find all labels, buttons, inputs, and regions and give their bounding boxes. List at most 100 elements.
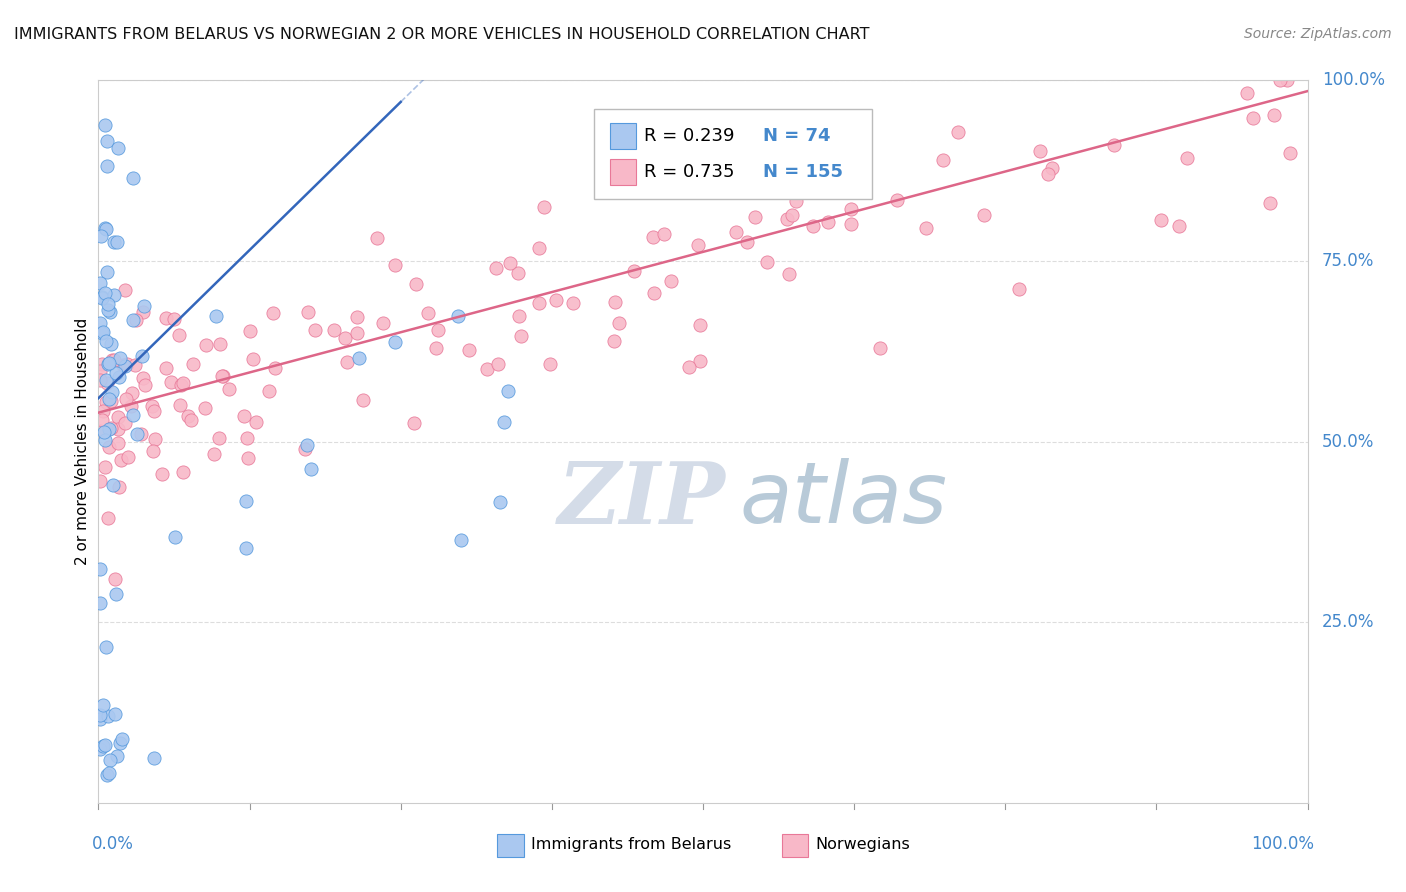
Point (842, 169, 865, 183)
Point (105, 235, 128, 249)
Point (492, 415, 515, 429)
Point (264, 361, 287, 376)
Point (803, 133, 825, 147)
Point (488, 358, 510, 372)
Point (93, 698, 115, 712)
Point (97, 708, 120, 723)
Point (236, 431, 259, 445)
Point (262, 305, 284, 319)
Point (163, 312, 186, 326)
Point (744, 210, 766, 224)
FancyBboxPatch shape (782, 834, 808, 857)
Point (127, 427, 149, 442)
Point (689, 318, 711, 332)
Point (948, 125, 970, 139)
Point (91, 291, 114, 305)
Point (91, 404, 114, 418)
Point (94, 286, 117, 301)
Point (98, 356, 121, 370)
Point (108, 351, 131, 365)
Point (172, 376, 194, 390)
Point (150, 467, 173, 481)
Point (914, 221, 936, 235)
Point (169, 398, 191, 412)
Text: 100.0%: 100.0% (1322, 71, 1385, 89)
Point (780, 208, 803, 222)
Point (973, 208, 995, 222)
Point (643, 285, 665, 300)
Point (591, 185, 613, 199)
Point (458, 343, 481, 357)
Point (107, 409, 129, 424)
Point (688, 238, 710, 252)
Text: 50.0%: 50.0% (1322, 433, 1375, 450)
Point (96, 265, 118, 279)
Text: Norwegians: Norwegians (815, 838, 910, 852)
Point (886, 193, 908, 207)
Point (115, 392, 138, 406)
Point (402, 416, 425, 430)
Point (688, 164, 710, 178)
Point (89, 424, 111, 438)
FancyBboxPatch shape (498, 834, 524, 857)
Point (304, 322, 326, 336)
Point (1279, 146, 1302, 161)
Point (124, 313, 146, 327)
Point (297, 438, 319, 452)
Point (96, 640, 118, 655)
Point (544, 293, 567, 307)
Point (101, 352, 124, 367)
Point (90, 326, 112, 341)
Point (533, 200, 555, 214)
Point (485, 261, 508, 276)
Point (607, 316, 630, 330)
FancyBboxPatch shape (610, 159, 637, 185)
Point (143, 432, 166, 446)
Point (100, 394, 122, 409)
Point (931, 153, 953, 167)
Point (94, 459, 117, 474)
Point (143, 403, 166, 417)
Point (98, 753, 121, 767)
Point (89, 562, 111, 576)
Point (105, 366, 128, 380)
Point (839, 202, 862, 216)
Point (212, 369, 235, 384)
Text: N = 74: N = 74 (763, 127, 831, 145)
Point (159, 376, 181, 390)
Point (416, 306, 439, 320)
Point (122, 312, 145, 326)
Point (529, 241, 551, 255)
Point (96, 395, 118, 409)
Point (100, 420, 122, 434)
Point (447, 310, 470, 324)
Point (294, 442, 316, 456)
Point (98, 440, 121, 454)
Point (103, 287, 125, 301)
Point (111, 732, 134, 747)
Text: ZIP: ZIP (558, 458, 725, 541)
Point (245, 416, 267, 430)
Point (208, 432, 231, 446)
Point (834, 139, 856, 153)
Point (211, 368, 233, 383)
Point (96, 134, 118, 148)
Point (205, 310, 228, 324)
Point (623, 263, 645, 277)
Point (346, 310, 368, 324)
Point (208, 337, 231, 351)
Point (352, 393, 374, 408)
Point (94, 220, 117, 235)
Point (111, 359, 134, 373)
Point (776, 211, 799, 226)
Point (89, 596, 111, 610)
Point (141, 399, 163, 413)
Point (297, 305, 319, 319)
Point (1029, 145, 1052, 159)
Point (648, 155, 671, 169)
Point (384, 258, 406, 272)
Point (347, 351, 370, 365)
Point (1175, 151, 1198, 165)
Point (236, 450, 259, 465)
Point (810, 183, 832, 197)
